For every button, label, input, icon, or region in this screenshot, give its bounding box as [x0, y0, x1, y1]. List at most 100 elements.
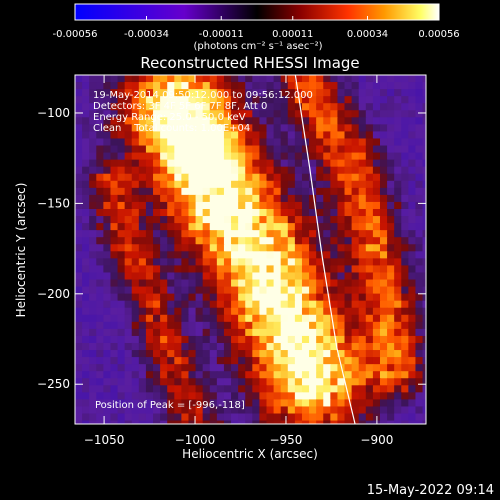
heatmap-cell [89, 173, 97, 182]
heatmap-cell [259, 350, 268, 358]
heatmap-cell [280, 420, 289, 424]
heatmap-cell [266, 237, 275, 245]
heatmap-cell [231, 413, 239, 422]
heatmap-cell [259, 392, 268, 400]
heatmap-cell [394, 237, 402, 245]
heatmap-cell [294, 258, 303, 267]
heatmap-cell [160, 364, 168, 372]
heatmap-cell [231, 216, 239, 224]
heatmap-cell [202, 342, 211, 351]
heatmap-cell [167, 392, 175, 400]
heatmap-cell [195, 328, 204, 337]
heatmap-cell [223, 237, 232, 245]
heatmap-cell [145, 272, 154, 281]
heatmap-cell [408, 251, 417, 259]
heatmap-cell [238, 110, 246, 118]
heatmap-cell [309, 364, 317, 372]
heatmap-cell [323, 371, 331, 379]
heatmap-cell [408, 392, 417, 400]
x-tick-label: −1050 [84, 433, 125, 447]
heatmap-cell [330, 406, 339, 415]
heatmap-cell [266, 194, 275, 203]
heatmap-cell [117, 244, 126, 252]
heatmap-cell [209, 124, 218, 133]
heatmap-cell [351, 420, 360, 424]
heatmap-cell [422, 96, 426, 104]
heatmap-cell [323, 89, 331, 97]
heatmap-cell [408, 124, 417, 133]
heatmap-cell [415, 89, 424, 97]
heatmap-cell [351, 385, 360, 393]
heatmap-cell [379, 117, 388, 125]
heatmap-cell [117, 201, 126, 210]
heatmap-cell [323, 279, 331, 288]
heatmap-cell [273, 265, 282, 274]
heatmap-cell [82, 117, 90, 125]
heatmap-cell [344, 230, 353, 238]
colorbar-tick-label: 0.00056 [418, 29, 459, 40]
heatmap-cell [394, 159, 402, 168]
heatmap-cell [209, 413, 218, 422]
heatmap-cell [273, 96, 282, 104]
heatmap-cell [387, 201, 395, 210]
heatmap-cell [372, 201, 381, 210]
heatmap-cell [287, 201, 296, 210]
heatmap-cell [238, 286, 246, 295]
heatmap-cell [160, 378, 168, 386]
heatmap-cell [372, 110, 381, 118]
heatmap-cell [110, 124, 119, 133]
heatmap-cell [131, 152, 140, 161]
heatmap-cell [415, 420, 424, 424]
heatmap-cell [309, 237, 317, 245]
heatmap-cell [231, 159, 239, 168]
heatmap-cell [195, 265, 204, 274]
heatmap-cell [401, 223, 409, 231]
heatmap-cell [103, 392, 112, 400]
heatmap-cell [266, 300, 275, 309]
heatmap-cell [273, 258, 282, 267]
heatmap-cell [273, 335, 282, 344]
heatmap-cell [379, 413, 388, 422]
heatmap-cell [195, 314, 204, 323]
heatmap-cell [337, 152, 346, 161]
heatmap-cell [337, 216, 346, 224]
heatmap-cell [138, 371, 147, 379]
heatmap-cell [153, 364, 161, 372]
heatmap-cell [238, 89, 246, 97]
heatmap-cell [309, 96, 317, 104]
heatmap-cell [138, 145, 147, 154]
heatmap-cell [266, 272, 275, 281]
heatmap-cell [365, 103, 374, 111]
heatmap-cell [252, 350, 261, 358]
heatmap-cell [103, 201, 112, 210]
heatmap-cell [330, 378, 339, 386]
heatmap-cell [110, 364, 119, 372]
heatmap-cell [167, 194, 175, 203]
heatmap-cell [259, 180, 268, 189]
heatmap-cell [344, 75, 353, 83]
heatmap-cell [387, 328, 395, 337]
heatmap-cell [131, 307, 140, 316]
heatmap-cell [174, 166, 182, 175]
heatmap-cell [351, 378, 360, 386]
heatmap-cell [209, 286, 218, 295]
heatmap-cell [202, 117, 211, 125]
heatmap-cell [273, 173, 282, 182]
heatmap-cell [103, 131, 112, 140]
heatmap-cell [365, 314, 374, 323]
heatmap-cell [223, 117, 232, 125]
heatmap-cell [422, 180, 426, 189]
heatmap-cell [415, 406, 424, 415]
heatmap-cell [323, 166, 331, 175]
heatmap-cell [323, 117, 331, 125]
heatmap-cell [216, 82, 225, 90]
heatmap-cell [316, 420, 324, 424]
heatmap-cell [195, 350, 204, 358]
heatmap-cell [372, 96, 381, 104]
heatmap-cell [160, 342, 168, 351]
heatmap-cell [245, 216, 253, 224]
heatmap-cell [138, 321, 147, 330]
heatmap-cell [202, 307, 211, 316]
heatmap-cell [301, 152, 310, 161]
heatmap-cell [160, 159, 168, 168]
